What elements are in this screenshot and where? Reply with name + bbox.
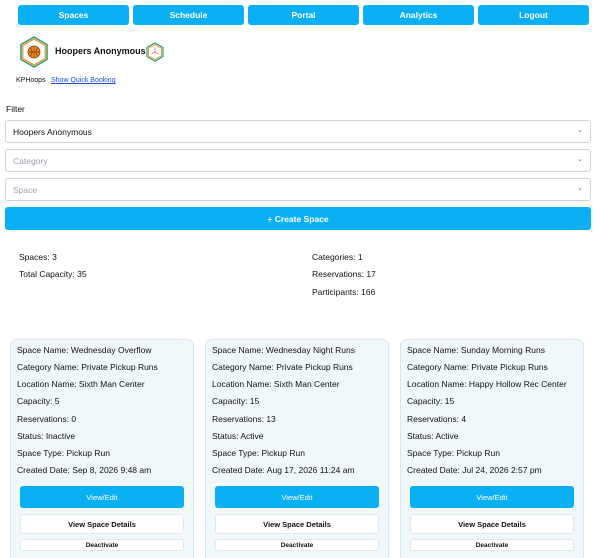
chevron-down-icon: ⌄	[577, 156, 583, 163]
view-edit-button[interactable]: View/Edit	[410, 486, 574, 508]
org-name: Hoopers Anonymous	[55, 46, 146, 56]
filter-label: Filter	[6, 104, 25, 114]
space-select-placeholder: Space	[13, 184, 38, 195]
capacity: Capacity: 15	[212, 396, 260, 406]
nav-logout-button[interactable]: Logout	[478, 5, 589, 25]
stat-categories: Categories: 1	[312, 252, 363, 262]
show-quick-booking-link[interactable]: Show Quick Booking	[51, 77, 116, 84]
location-name: Location Name: Happy Hollow Rec Center	[407, 379, 567, 389]
nav-analytics-button[interactable]: Analytics	[363, 5, 474, 25]
view-edit-button[interactable]: View/Edit	[215, 486, 379, 508]
stat-spaces: Spaces: 3	[19, 252, 57, 262]
space-type: Space Type: Pickup Run	[407, 448, 500, 458]
space-name: Space Name: Wednesday Overflow	[17, 345, 152, 355]
org-handle: KPHoops	[16, 77, 46, 84]
space-select[interactable]: Space ⌄	[5, 178, 591, 201]
space-type: Space Type: Pickup Run	[212, 448, 305, 458]
nav-spaces-button[interactable]: Spaces	[18, 5, 129, 25]
space-name: Space Name: Sunday Morning Runs	[407, 345, 545, 355]
stat-reservations: Reservations: 17	[312, 269, 376, 279]
status: Status: Active	[407, 431, 459, 441]
organization-select[interactable]: Hoopers Anonymous ⌄	[5, 120, 591, 143]
category-select-placeholder: Category	[13, 155, 48, 166]
stat-participants: Participants: 166	[312, 287, 376, 297]
status: Status: Inactive	[17, 431, 76, 441]
capacity: Capacity: 5	[17, 396, 60, 406]
category-select[interactable]: Category ⌄	[5, 149, 591, 172]
reservations: Reservations: 13	[212, 414, 276, 424]
space-card: Space Name: Wednesday Night Runs Categor…	[205, 339, 389, 558]
category-name: Category Name: Private Pickup Runs	[212, 362, 353, 372]
created-date: Created Date: Jul 24, 2026 2:57 pm	[407, 465, 542, 475]
space-card: Space Name: Wednesday Overflow Category …	[10, 339, 194, 558]
space-name: Space Name: Wednesday Night Runs	[212, 345, 356, 355]
created-date: Created Date: Aug 17, 2026 11:24 am	[212, 465, 355, 475]
nav-portal-button[interactable]: Portal	[248, 5, 359, 25]
org-logo	[20, 36, 48, 68]
category-name: Category Name: Private Pickup Runs	[17, 362, 158, 372]
deactivate-button[interactable]: Deactivate	[215, 539, 379, 551]
top-nav: Spaces Schedule Portal Analytics Logout	[18, 5, 589, 25]
location-name: Location Name: Sixth Man Center	[212, 379, 340, 389]
reservations: Reservations: 0	[17, 414, 77, 424]
view-space-details-button[interactable]: View Space Details	[410, 514, 574, 534]
stat-total-capacity: Total Capacity: 35	[19, 269, 87, 279]
cube-icon[interactable]	[146, 42, 164, 62]
chevron-down-icon: ⌄	[577, 185, 583, 192]
chevron-down-icon: ⌄	[577, 127, 583, 134]
view-space-details-button[interactable]: View Space Details	[20, 514, 184, 534]
capacity: Capacity: 15	[407, 396, 455, 406]
location-name: Location Name: Sixth Man Center	[17, 379, 145, 389]
category-name: Category Name: Private Pickup Runs	[407, 362, 548, 372]
space-type: Space Type: Pickup Run	[17, 448, 110, 458]
organization-select-value: Hoopers Anonymous	[13, 126, 92, 137]
deactivate-button[interactable]: Deactivate	[410, 539, 574, 551]
view-edit-button[interactable]: View/Edit	[20, 486, 184, 508]
nav-schedule-button[interactable]: Schedule	[133, 5, 244, 25]
created-date: Created Date: Sep 8, 2026 9:48 am	[17, 465, 152, 475]
create-space-button[interactable]: + Create Space	[5, 207, 591, 230]
space-card: Space Name: Sunday Morning Runs Category…	[400, 339, 584, 558]
deactivate-button[interactable]: Deactivate	[20, 539, 184, 551]
reservations: Reservations: 4	[407, 414, 467, 424]
status: Status: Active	[212, 431, 264, 441]
view-space-details-button[interactable]: View Space Details	[215, 514, 379, 534]
